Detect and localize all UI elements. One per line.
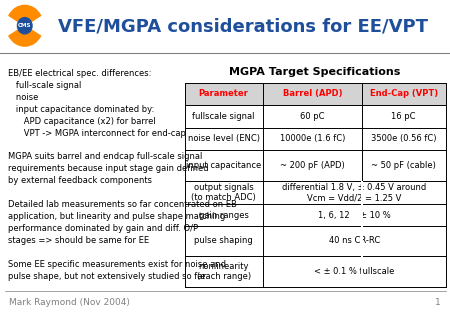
Text: ~ 50 pF (cable): ~ 50 pF (cable) <box>371 161 436 170</box>
Bar <box>361 182 363 204</box>
Text: input capacitance: input capacitance <box>186 161 261 170</box>
Text: 3500e (0.56 fC): 3500e (0.56 fC) <box>371 134 436 143</box>
Wedge shape <box>9 5 40 21</box>
Text: 1, 6, 12    ± 10 %: 1, 6, 12 ± 10 % <box>318 211 391 220</box>
Text: gain ranges: gain ranges <box>199 211 248 220</box>
Text: by external feedback components: by external feedback components <box>8 176 152 185</box>
Text: noise: noise <box>8 93 39 102</box>
Circle shape <box>18 17 32 34</box>
Text: MGPA Target Specifications: MGPA Target Specifications <box>230 67 400 77</box>
Text: full-scale signal: full-scale signal <box>8 81 81 90</box>
Text: pulse shape, but not extensively studied so far: pulse shape, but not extensively studied… <box>8 271 206 280</box>
Text: 40 ns CR-RC: 40 ns CR-RC <box>328 236 380 246</box>
Text: fullscale signal: fullscale signal <box>193 112 255 121</box>
Text: Parameter: Parameter <box>199 89 248 98</box>
Text: Mark Raymond (Nov 2004): Mark Raymond (Nov 2004) <box>9 298 130 306</box>
Text: differential 1.8 V, ± 0.45 V around
Vcm = Vdd/2 = 1.25 V: differential 1.8 V, ± 0.45 V around Vcm … <box>282 183 426 202</box>
Text: < ± 0.1 % fullscale: < ± 0.1 % fullscale <box>314 267 394 276</box>
Text: Detailed lab measurements so far concentrated on EB: Detailed lab measurements so far concent… <box>8 200 237 209</box>
Text: 1: 1 <box>435 298 441 306</box>
Text: ~ 200 pF (APD): ~ 200 pF (APD) <box>280 161 345 170</box>
Bar <box>184 83 446 105</box>
Bar <box>361 227 363 256</box>
Text: stages => should be same for EE: stages => should be same for EE <box>8 236 149 245</box>
Text: input capacitance dominated by:: input capacitance dominated by: <box>8 105 154 114</box>
Text: VFE/MGPA considerations for EE/VPT: VFE/MGPA considerations for EE/VPT <box>58 18 428 36</box>
Text: 60 pC: 60 pC <box>300 112 324 121</box>
Text: 16 pC: 16 pC <box>392 112 416 121</box>
Text: noise level (ENC): noise level (ENC) <box>188 134 260 143</box>
Text: output signals
(to match ADC): output signals (to match ADC) <box>191 183 256 202</box>
Text: application, but linearity and pulse shape matching: application, but linearity and pulse sha… <box>8 212 225 221</box>
Bar <box>361 256 363 287</box>
Text: MGPA suits barrel and endcap full-scale signal: MGPA suits barrel and endcap full-scale … <box>8 153 202 162</box>
Text: Some EE specific measurements exist for noise and: Some EE specific measurements exist for … <box>8 260 226 269</box>
Text: performance dominated by gain and diff. O/P: performance dominated by gain and diff. … <box>8 224 198 233</box>
Text: pulse shaping: pulse shaping <box>194 236 253 246</box>
Text: requirements because input stage gain defined: requirements because input stage gain de… <box>8 164 209 173</box>
Bar <box>361 204 363 227</box>
Text: EB/EE electrical spec. differences:: EB/EE electrical spec. differences: <box>8 69 152 78</box>
Text: Barrel (APD): Barrel (APD) <box>283 89 342 98</box>
Text: CMS: CMS <box>18 23 32 28</box>
Text: 10000e (1.6 fC): 10000e (1.6 fC) <box>280 134 345 143</box>
Text: End-Cap (VPT): End-Cap (VPT) <box>370 89 438 98</box>
Wedge shape <box>9 30 40 46</box>
Text: APD capacitance (x2) for barrel: APD capacitance (x2) for barrel <box>8 117 156 126</box>
Text: nonlinearity
(each range): nonlinearity (each range) <box>197 262 251 281</box>
Text: VPT -> MGPA interconnect for end-cap: VPT -> MGPA interconnect for end-cap <box>8 129 186 138</box>
